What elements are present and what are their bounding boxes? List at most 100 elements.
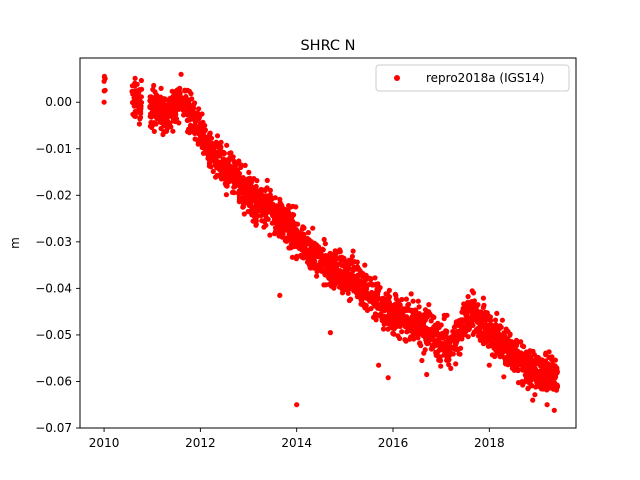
data-point bbox=[253, 222, 259, 228]
data-point bbox=[199, 111, 205, 117]
x-tick-label: 2016 bbox=[378, 436, 409, 450]
data-point bbox=[532, 392, 538, 398]
data-point bbox=[250, 206, 256, 213]
data-point bbox=[477, 337, 483, 343]
data-point bbox=[349, 253, 355, 260]
y-tick-label: −0.01 bbox=[35, 142, 72, 156]
data-point bbox=[331, 255, 337, 261]
data-point bbox=[266, 204, 272, 210]
data-point bbox=[403, 296, 409, 302]
data-point bbox=[494, 347, 500, 353]
data-point bbox=[417, 324, 423, 330]
legend-label: repro2018a (IGS14) bbox=[426, 71, 544, 85]
data-point bbox=[464, 320, 470, 326]
data-point bbox=[185, 117, 191, 123]
data-point bbox=[410, 298, 416, 304]
data-point bbox=[205, 155, 211, 161]
data-point bbox=[343, 284, 349, 290]
data-point bbox=[485, 316, 491, 322]
data-point bbox=[546, 349, 552, 355]
data-point bbox=[158, 106, 164, 112]
data-point bbox=[384, 305, 390, 311]
data-point bbox=[465, 334, 471, 340]
data-point bbox=[525, 379, 531, 385]
data-point bbox=[138, 94, 144, 100]
data-point bbox=[200, 134, 206, 140]
data-point bbox=[363, 294, 369, 300]
data-point bbox=[246, 169, 252, 175]
data-point bbox=[456, 333, 462, 339]
data-point bbox=[242, 162, 248, 168]
data-point bbox=[203, 147, 209, 153]
data-point bbox=[267, 232, 273, 238]
data-point bbox=[438, 363, 444, 369]
data-point bbox=[498, 338, 504, 344]
data-point bbox=[254, 178, 260, 184]
y-tick-label: −0.05 bbox=[35, 328, 72, 342]
data-point bbox=[178, 101, 184, 107]
data-point bbox=[243, 200, 249, 206]
data-point bbox=[375, 288, 382, 294]
data-point bbox=[230, 176, 236, 182]
data-point bbox=[224, 142, 230, 148]
data-point bbox=[171, 116, 177, 122]
data-point bbox=[538, 384, 545, 390]
data-point bbox=[136, 121, 142, 127]
data-point bbox=[345, 276, 351, 282]
data-point bbox=[509, 344, 515, 350]
data-point bbox=[306, 258, 312, 264]
data-point bbox=[499, 317, 505, 323]
data-point bbox=[426, 302, 432, 308]
data-point bbox=[523, 350, 529, 356]
data-point bbox=[374, 294, 381, 300]
data-point bbox=[536, 356, 542, 362]
data-point bbox=[157, 119, 163, 125]
data-point bbox=[411, 336, 417, 342]
data-point bbox=[460, 323, 466, 329]
data-point bbox=[195, 116, 201, 122]
data-point bbox=[241, 211, 247, 217]
data-point bbox=[210, 149, 216, 155]
data-point bbox=[470, 317, 476, 323]
data-point bbox=[515, 367, 521, 374]
data-point bbox=[322, 241, 328, 247]
data-point bbox=[288, 226, 294, 232]
data-point bbox=[301, 225, 307, 231]
data-point bbox=[437, 354, 443, 360]
data-point bbox=[305, 230, 311, 236]
data-point bbox=[381, 321, 387, 327]
data-point bbox=[160, 113, 166, 119]
data-point bbox=[311, 265, 317, 271]
data-point bbox=[362, 262, 368, 268]
data-point bbox=[443, 348, 449, 354]
data-point bbox=[385, 375, 391, 381]
data-point bbox=[529, 383, 535, 389]
data-point bbox=[175, 96, 181, 102]
data-point bbox=[251, 187, 257, 194]
data-point bbox=[351, 266, 357, 272]
data-point bbox=[357, 288, 363, 294]
data-point bbox=[186, 108, 192, 114]
data-point bbox=[294, 402, 300, 408]
data-point bbox=[448, 365, 454, 371]
data-point bbox=[152, 94, 158, 100]
data-point bbox=[257, 208, 263, 214]
data-point bbox=[417, 340, 423, 347]
data-point bbox=[191, 113, 197, 119]
data-point bbox=[352, 279, 358, 286]
data-point bbox=[190, 124, 196, 130]
chart-title: SHRC N bbox=[300, 38, 355, 54]
data-point bbox=[101, 99, 107, 105]
data-point bbox=[344, 270, 351, 276]
data-point bbox=[533, 384, 539, 390]
data-point bbox=[178, 71, 184, 77]
data-point bbox=[544, 377, 550, 383]
data-point bbox=[236, 199, 242, 205]
data-point bbox=[419, 357, 425, 364]
data-point bbox=[326, 281, 332, 287]
data-point bbox=[394, 322, 400, 328]
data-point bbox=[223, 192, 229, 198]
data-point bbox=[528, 361, 534, 367]
data-point bbox=[195, 130, 201, 137]
